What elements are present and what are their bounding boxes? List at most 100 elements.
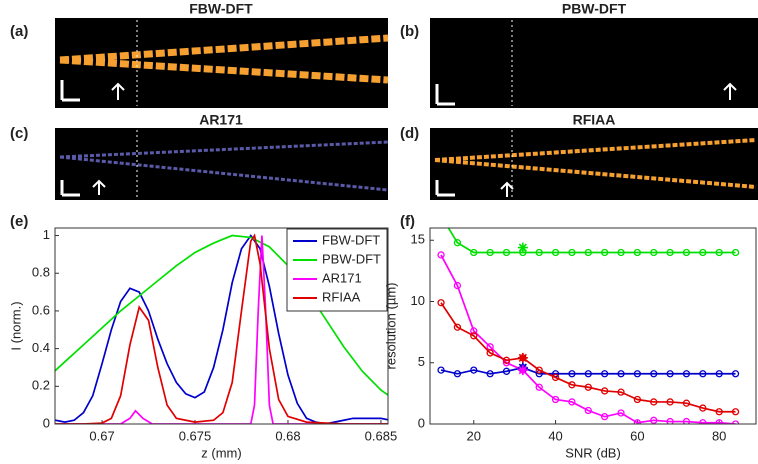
marker bbox=[568, 370, 576, 378]
y-tick-label: 10 bbox=[411, 293, 425, 308]
panel-c: (c) AR171 bbox=[10, 112, 389, 200]
series-line bbox=[447, 228, 736, 254]
marker bbox=[650, 248, 658, 257]
marker bbox=[633, 419, 642, 424]
frame bbox=[429, 227, 757, 425]
marker bbox=[633, 248, 642, 257]
marker bbox=[551, 248, 560, 257]
marker bbox=[650, 370, 658, 378]
panel-label: (f) bbox=[400, 213, 415, 230]
marker bbox=[584, 406, 592, 415]
marker bbox=[601, 412, 609, 421]
marker bbox=[715, 419, 723, 424]
x-tick-label: 0.675 bbox=[179, 428, 212, 443]
y-axis-label: resolution (µm) bbox=[383, 283, 398, 370]
series-line bbox=[55, 233, 388, 424]
marker bbox=[502, 356, 511, 364]
marker bbox=[666, 248, 674, 257]
plot bbox=[437, 213, 740, 424]
marker bbox=[601, 248, 609, 257]
marker bbox=[453, 370, 462, 378]
panel-d: (d) RFIAA bbox=[400, 112, 758, 200]
marker bbox=[601, 387, 609, 395]
x-tick-label: 40 bbox=[548, 428, 562, 443]
marker bbox=[437, 299, 445, 307]
x-tick-label: 0.68 bbox=[275, 428, 300, 443]
marker bbox=[453, 281, 462, 290]
marker bbox=[731, 370, 740, 378]
frame bbox=[54, 227, 389, 425]
marker bbox=[682, 370, 691, 378]
marker bbox=[617, 388, 625, 396]
y-tick-label: 0.6 bbox=[32, 302, 50, 317]
plot-area bbox=[430, 228, 756, 424]
marker bbox=[486, 370, 494, 378]
legend-label: FBW-DFT bbox=[322, 232, 380, 247]
y-tick-label: 0.8 bbox=[32, 265, 50, 280]
marker bbox=[682, 417, 691, 424]
plot bbox=[55, 233, 388, 424]
y-axis-label: I (norm.) bbox=[8, 301, 23, 350]
marker bbox=[568, 381, 576, 389]
marker bbox=[731, 420, 740, 424]
x-tick-label: 60 bbox=[630, 428, 644, 443]
marker bbox=[470, 332, 478, 340]
y-tick-label: 0.2 bbox=[32, 378, 50, 393]
series-line bbox=[440, 254, 736, 424]
marker bbox=[699, 370, 707, 378]
legend-label: AR171 bbox=[322, 270, 362, 285]
panel-label: (a) bbox=[10, 23, 28, 40]
marker bbox=[584, 370, 592, 378]
marker bbox=[453, 239, 462, 247]
star-marker bbox=[517, 352, 528, 363]
x-axis-label: SNR (dB) bbox=[565, 445, 621, 460]
marker bbox=[666, 398, 674, 406]
marker bbox=[584, 248, 592, 257]
panel-title: RFIAA bbox=[573, 112, 616, 128]
x-tick-label: 0.67 bbox=[89, 428, 114, 443]
marker bbox=[535, 366, 543, 374]
panel-label: (c) bbox=[10, 125, 28, 142]
marker bbox=[633, 370, 642, 378]
marker bbox=[666, 417, 674, 424]
marker bbox=[437, 366, 445, 374]
legend-label: RFIAA bbox=[322, 289, 361, 304]
marker bbox=[699, 419, 707, 424]
marker bbox=[601, 370, 609, 378]
marker bbox=[617, 370, 625, 378]
marker bbox=[617, 409, 625, 417]
panel-label: (b) bbox=[400, 23, 419, 40]
x-tick-label: 80 bbox=[712, 428, 726, 443]
y-tick-label: 15 bbox=[411, 232, 425, 247]
marker bbox=[486, 248, 494, 257]
x-tick-label: 0.685 bbox=[365, 428, 398, 443]
marker bbox=[731, 408, 740, 416]
marker bbox=[551, 395, 560, 404]
panel-title: AR171 bbox=[199, 112, 243, 128]
marker bbox=[699, 248, 707, 257]
marker bbox=[699, 404, 707, 412]
marker bbox=[715, 408, 723, 416]
marker bbox=[453, 323, 462, 331]
series-line bbox=[55, 234, 388, 424]
x-tick-label: 20 bbox=[467, 428, 481, 443]
panel-title: FBW-DFT bbox=[189, 1, 253, 17]
marker bbox=[682, 248, 691, 257]
marker bbox=[568, 248, 576, 257]
marker bbox=[502, 248, 511, 257]
series-line bbox=[440, 366, 736, 375]
marker bbox=[551, 373, 560, 382]
marker bbox=[502, 367, 511, 375]
marker bbox=[486, 349, 494, 357]
series-line bbox=[440, 302, 736, 413]
y-tick-label: 0.4 bbox=[32, 340, 50, 355]
panel-label: (d) bbox=[400, 125, 419, 142]
marker bbox=[617, 248, 625, 257]
marker bbox=[650, 398, 658, 406]
series-line bbox=[55, 234, 388, 397]
marker bbox=[584, 383, 592, 391]
marker bbox=[535, 383, 543, 391]
marker bbox=[438, 213, 444, 219]
y-tick-label: 0 bbox=[418, 415, 425, 430]
